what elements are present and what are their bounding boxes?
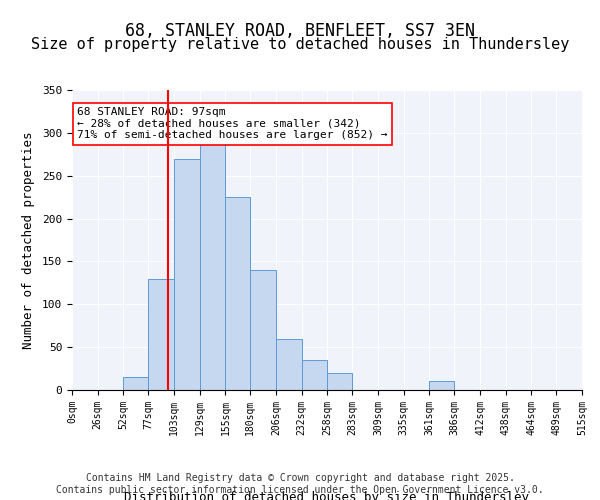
Y-axis label: Number of detached properties: Number of detached properties — [22, 131, 35, 349]
Text: 68 STANLEY ROAD: 97sqm
← 28% of detached houses are smaller (342)
71% of semi-de: 68 STANLEY ROAD: 97sqm ← 28% of detached… — [77, 107, 388, 140]
Text: Size of property relative to detached houses in Thundersley: Size of property relative to detached ho… — [31, 38, 569, 52]
Bar — [328, 373, 352, 390]
Bar — [430, 382, 454, 390]
Bar — [276, 338, 302, 390]
Bar — [200, 137, 226, 390]
Bar — [124, 377, 148, 390]
Bar — [226, 197, 250, 390]
Bar — [148, 278, 174, 390]
Bar — [174, 158, 200, 390]
X-axis label: Distribution of detached houses by size in Thundersley: Distribution of detached houses by size … — [125, 490, 530, 500]
Bar — [250, 270, 276, 390]
Text: Contains HM Land Registry data © Crown copyright and database right 2025.
Contai: Contains HM Land Registry data © Crown c… — [56, 474, 544, 495]
Bar — [302, 360, 328, 390]
Text: 68, STANLEY ROAD, BENFLEET, SS7 3EN: 68, STANLEY ROAD, BENFLEET, SS7 3EN — [125, 22, 475, 40]
